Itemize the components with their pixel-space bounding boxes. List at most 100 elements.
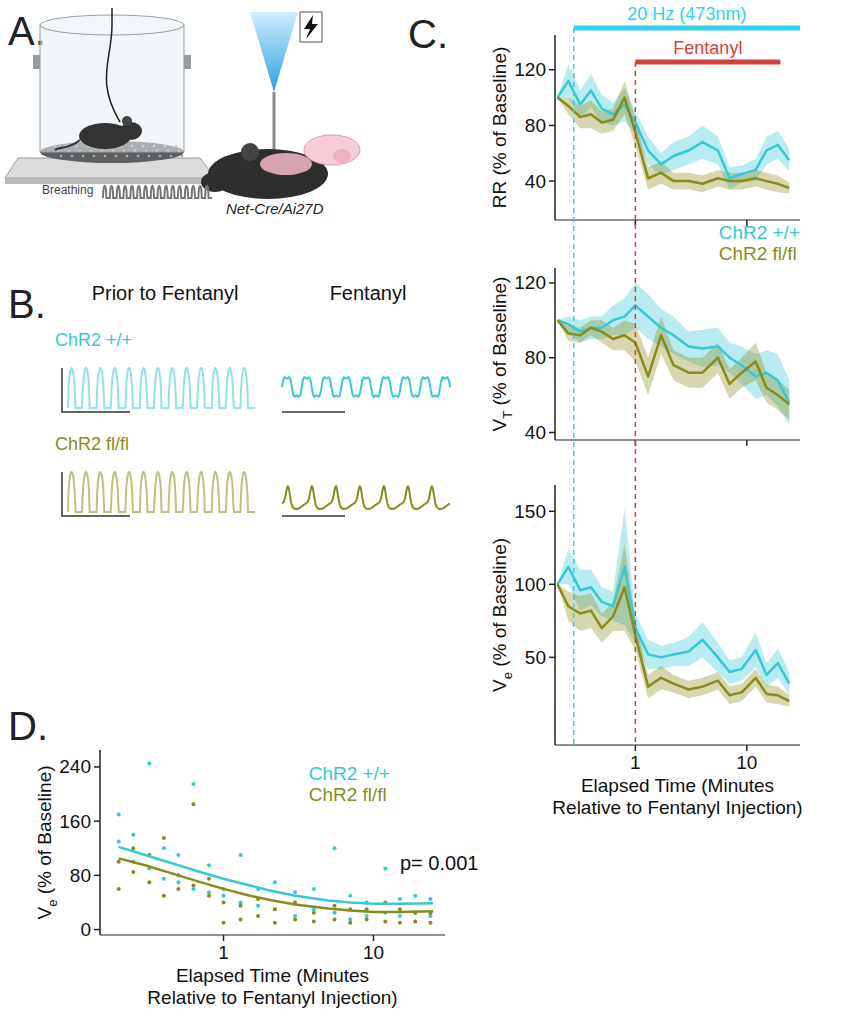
- data-point: [176, 887, 180, 891]
- data-point: [222, 900, 226, 904]
- brain-inset: [304, 135, 360, 165]
- mouse-ear: [122, 116, 132, 126]
- tick-label: 80: [70, 865, 91, 886]
- tether: [106, 8, 120, 122]
- light-cone: [250, 12, 298, 92]
- tick: [94, 875, 100, 877]
- series-line: [558, 320, 790, 404]
- data-point: [413, 894, 417, 898]
- annotation: 20 Hz (473nm): [627, 4, 746, 24]
- legend: ChR2 +/+ChR2 fl/fl: [309, 763, 390, 805]
- tick: [549, 432, 555, 434]
- text-part: e: [500, 672, 515, 679]
- error-band: [558, 283, 790, 425]
- data-point: [398, 897, 402, 901]
- onset-line: [573, 28, 575, 745]
- data-point: [239, 917, 243, 921]
- chart: 4080120RR (% of Baseline)ChR2 +/+ChR2 fl…: [489, 4, 800, 745]
- tick-label: 40: [525, 422, 546, 443]
- legend-entry: ChR2 +/+: [309, 763, 390, 784]
- tick: [746, 440, 748, 446]
- tick: [549, 357, 555, 359]
- tick-label: 10: [363, 942, 384, 963]
- chamber: [40, 25, 184, 152]
- scale-bar: [282, 515, 345, 517]
- legend-entry: ChR2 +/+: [719, 222, 800, 243]
- tick-label: 100: [514, 574, 546, 595]
- tick-label: 10: [736, 752, 757, 773]
- data-point: [207, 894, 211, 898]
- data-point: [398, 907, 402, 911]
- tick-label: 1: [630, 752, 641, 773]
- series-line: [558, 567, 790, 684]
- y-axis: [554, 485, 556, 745]
- data-point: [239, 904, 243, 908]
- data-point: [191, 782, 195, 786]
- data-point: [117, 860, 121, 864]
- floor-hole: [82, 155, 85, 158]
- annotation: Fentanyl: [673, 38, 742, 58]
- tick-label: 80: [525, 115, 546, 136]
- data-point: [273, 907, 277, 911]
- stim-icon: [300, 12, 322, 42]
- breathing-trace: [282, 377, 450, 396]
- data-point: [333, 904, 337, 908]
- data-point: [348, 894, 352, 898]
- scale-bar: [62, 368, 130, 412]
- data-point: [131, 870, 135, 874]
- axis-title: Ve (% of Baseline): [34, 765, 60, 919]
- data-point: [117, 839, 121, 843]
- data-point: [222, 894, 226, 898]
- tick: [635, 745, 637, 751]
- data-point: [312, 887, 316, 891]
- y-axis: [554, 35, 556, 220]
- plot-area: [558, 283, 790, 425]
- floor-hole: [93, 155, 96, 158]
- data-point: [273, 880, 277, 884]
- series-line: [558, 584, 790, 701]
- brain-inset-region: [333, 149, 351, 163]
- floor-hole: [170, 155, 173, 158]
- data-point: [162, 836, 166, 840]
- axis-title: VT (% of Baseline): [489, 277, 515, 432]
- data-point: [428, 921, 432, 925]
- data-point: [383, 867, 387, 871]
- tick: [549, 511, 555, 513]
- tick: [549, 125, 555, 127]
- data-point: [413, 919, 417, 923]
- axis-title: Elapsed Time (MinutesRelative to Fentany…: [147, 965, 397, 1008]
- data-point: [131, 833, 135, 837]
- tick-label: 240: [59, 756, 91, 777]
- tick: [223, 935, 225, 941]
- data-point: [176, 880, 180, 884]
- data-point: [333, 846, 337, 850]
- floor-hole: [126, 155, 129, 158]
- scale-bar: [282, 411, 345, 413]
- annotation-bar: [635, 60, 780, 65]
- tick-label: 120: [514, 272, 546, 293]
- data-point: [256, 914, 260, 918]
- data-point: [207, 863, 211, 867]
- floor-hole: [115, 155, 118, 158]
- axis-title: Ve (% of Baseline): [489, 538, 515, 692]
- tick-label: 40: [525, 171, 546, 192]
- mouse-tail: [55, 140, 80, 150]
- chart: 4080120VT (% of Baseline): [489, 268, 800, 446]
- row-label: ChR2 +/+: [55, 330, 132, 350]
- floor-hole: [181, 155, 184, 158]
- data-point: [273, 907, 277, 911]
- data-point: [293, 917, 297, 921]
- tick-label: 150: [514, 501, 546, 522]
- legend: ChR2 +/+ChR2 fl/fl: [719, 222, 800, 264]
- data-point: [293, 890, 297, 894]
- data-point: [256, 904, 260, 908]
- trace-label: Breathing: [42, 183, 93, 197]
- text-line: Relative to Fentanyl Injection): [552, 797, 802, 818]
- column-title: Fentanyl: [330, 282, 407, 304]
- text-part: (% of Baseline): [489, 538, 510, 672]
- panel-letter: D.: [8, 704, 48, 748]
- data-point: [147, 880, 151, 884]
- floor-hole: [60, 155, 63, 158]
- handle: [33, 55, 40, 69]
- series-line: [558, 98, 790, 188]
